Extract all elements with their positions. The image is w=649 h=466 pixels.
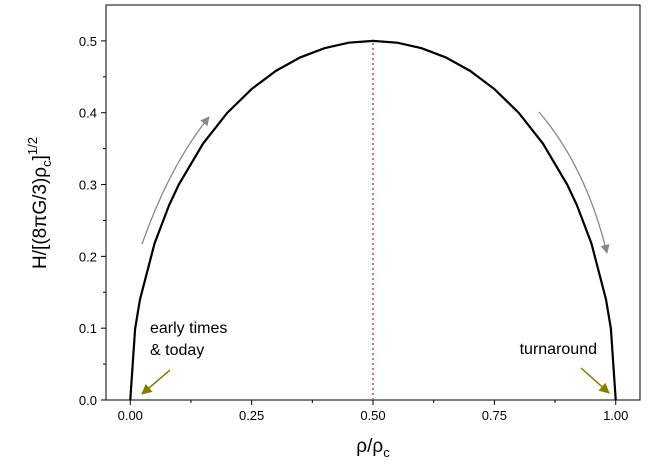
x-tick-label: 0.00 [118, 408, 143, 423]
early-times-pointer-arrow [141, 369, 171, 395]
x-axis-title-base: ρ/ρ [356, 436, 383, 457]
y-axis-title-close: ] [30, 155, 51, 160]
early-times-annotation: early times & today [150, 320, 232, 359]
early-times-line-1: early times [150, 320, 227, 337]
y-tick-label: 0.2 [79, 249, 97, 264]
x-axis-title: ρ/ρc [356, 436, 390, 460]
x-tick-label: 0.25 [239, 408, 264, 423]
falling-direction-arrow [538, 111, 610, 254]
y-axis-title-pi: π [30, 215, 51, 228]
y-tick-label: 0.0 [79, 393, 97, 408]
x-tick-label: 0.50 [360, 408, 385, 423]
y-tick-label: 0.4 [79, 106, 97, 121]
turnaround-annotation: turnaround [520, 341, 597, 358]
turnaround-pointer-arrow [580, 367, 610, 394]
y-axis-title-pre: H/[(8 [30, 228, 51, 269]
rising-direction-arrow [141, 116, 210, 245]
y-axis: 0.0 0.1 0.2 0.3 0.4 0.5 [79, 34, 106, 408]
y-axis-title: H/[(8πG/3)ρc]1/2 [25, 137, 54, 269]
early-times-line-2: & today [150, 342, 204, 359]
y-axis-title-mid: G/3)ρ [30, 167, 51, 215]
hubble-rate-curve [129, 39, 617, 401]
y-tick-label: 0.5 [79, 34, 97, 49]
x-axis: 0.00 0.25 0.50 0.75 1.00 [118, 400, 628, 423]
x-tick-label: 1.00 [603, 408, 628, 423]
y-tick-label: 0.1 [79, 321, 97, 336]
y-axis-title-sup: 1/2 [25, 137, 40, 155]
y-axis-title-sub: c [39, 160, 54, 167]
y-tick-label: 0.3 [79, 178, 97, 193]
x-tick-label: 0.75 [482, 408, 507, 423]
x-axis-title-sub: c [383, 445, 390, 460]
